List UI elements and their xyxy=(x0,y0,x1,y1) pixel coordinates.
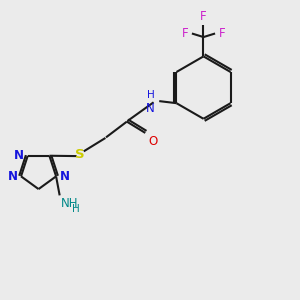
Text: F: F xyxy=(219,27,225,40)
Text: O: O xyxy=(148,135,158,148)
Text: S: S xyxy=(75,148,85,161)
Text: NH: NH xyxy=(61,196,79,210)
Text: N: N xyxy=(60,170,70,183)
Text: F: F xyxy=(182,27,188,40)
Text: N: N xyxy=(146,102,154,115)
Text: N: N xyxy=(14,149,24,162)
Text: F: F xyxy=(200,10,207,23)
Text: H: H xyxy=(71,204,79,214)
Text: N: N xyxy=(8,170,17,183)
Text: H: H xyxy=(147,90,154,100)
